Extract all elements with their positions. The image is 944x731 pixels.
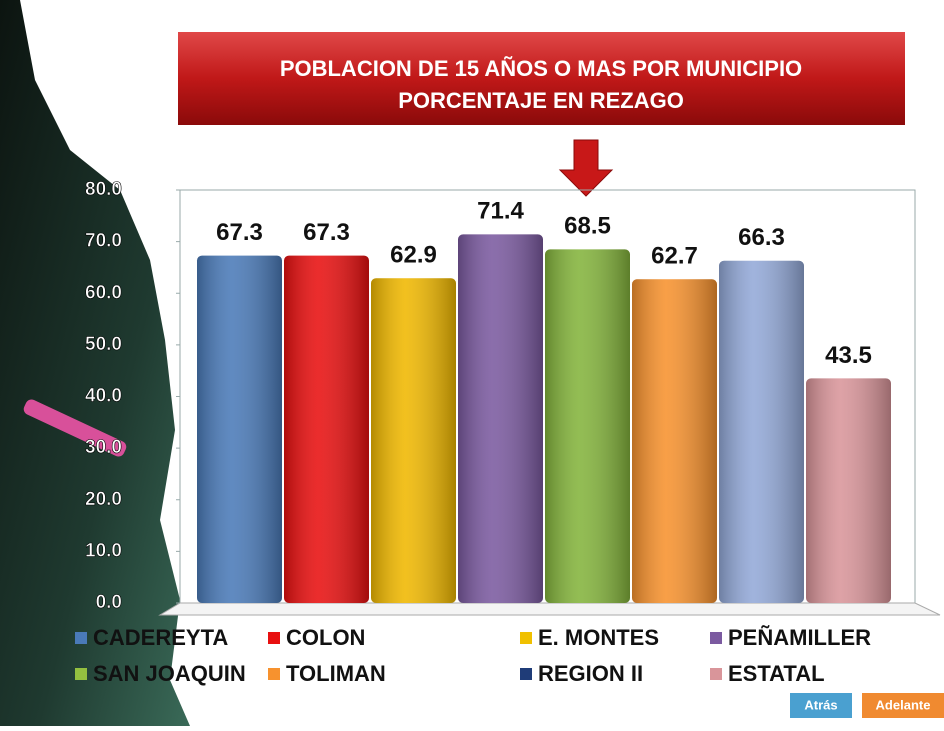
legend-swatch [268,632,280,644]
button-label[interactable]: Adelante [876,697,931,712]
bar-shade [458,234,543,603]
legend-swatch [520,668,532,680]
legend-swatch [710,632,722,644]
value-label: 71.4 [477,198,524,225]
legend-label: PEÑAMILLER [728,625,871,650]
legend-swatch [75,668,87,680]
y-tick-label: 20.0 [85,489,122,510]
bar-shade [719,260,804,603]
legend-label: SAN JOAQUIN [93,661,246,686]
legend-swatch [520,632,532,644]
value-label: 62.7 [651,243,698,270]
value-label: 68.5 [564,213,611,240]
bar-shade [632,279,717,603]
legend-swatch [710,668,722,680]
value-label: 67.3 [216,219,263,246]
legend-swatch [268,668,280,680]
y-tick-label: 0.0 [96,592,122,613]
bar-shade [371,278,456,603]
value-label: 67.3 [303,219,350,246]
bar-shade [197,255,282,603]
y-tick-label: 80.0 [85,179,122,200]
value-label: 66.3 [738,224,785,251]
button-back[interactable]: Atrás [790,693,852,718]
chalk [23,399,127,457]
button-next[interactable]: Adelante [862,693,944,718]
legend-label: ESTATAL [728,661,825,686]
y-tick-label: 40.0 [85,386,122,407]
y-tick-label: 50.0 [85,334,122,355]
button-label[interactable]: Atrás [804,697,837,712]
legend-label: REGION II [538,661,643,686]
y-tick-label: 60.0 [85,282,122,303]
legend-label: E. MONTES [538,625,659,650]
title-box [178,32,905,125]
chart-title: POBLACION DE 15 AÑOS O MAS POR MUNICIPIO [280,56,802,81]
plot-floor [158,602,941,616]
y-tick-label: 10.0 [85,540,122,561]
chalkboard [0,0,190,726]
bar-shade [545,249,630,603]
legend-label: COLON [286,625,365,650]
y-tick-label: 30.0 [85,437,122,458]
y-tick-label: 70.0 [85,231,122,252]
bar-shade [806,378,891,603]
arrow [558,139,614,197]
chart-subtitle: PORCENTAJE EN REZAGO [398,88,684,113]
legend-label: TOLIMAN [286,661,386,686]
legend-swatch [75,632,87,644]
value-label: 43.5 [825,342,872,369]
bar-shade [284,255,369,603]
legend-label: CADEREYTA [93,625,228,650]
value-label: 62.9 [390,242,437,269]
